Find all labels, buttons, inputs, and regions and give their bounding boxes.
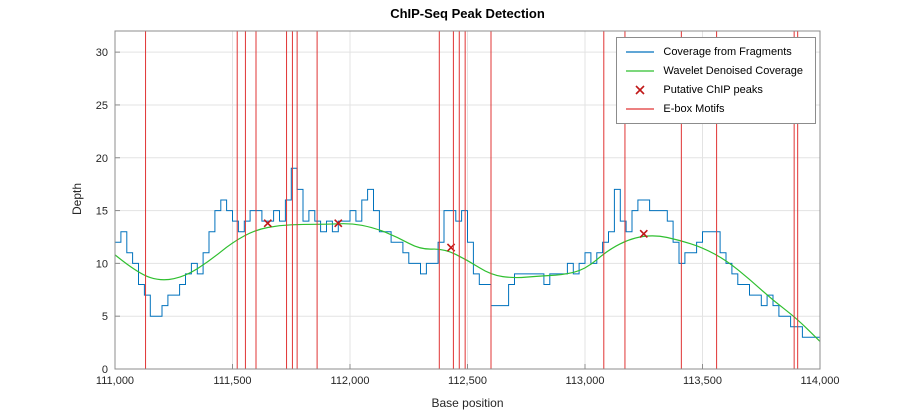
legend-label: Putative ChIP peaks	[663, 84, 763, 96]
y-tick-label: 20	[96, 153, 108, 165]
legend-label: E-box Motifs	[663, 103, 725, 115]
legend-sample-xmarkers-icon	[635, 85, 645, 95]
coverage-line	[115, 167, 820, 338]
legend-item-3: E-box Motifs	[625, 101, 803, 117]
y-tick-label: 15	[96, 206, 108, 218]
x-tick-label: 113,000	[566, 375, 605, 387]
y-tick-label: 0	[102, 364, 108, 376]
x-tick-label: 113,500	[683, 375, 722, 387]
y-tick-label: 5	[102, 311, 108, 323]
x-tick-label: 111,000	[96, 375, 134, 387]
legend-item-1: Wavelet Denoised Coverage	[625, 63, 803, 79]
legend-sample-stairs-icon	[626, 51, 655, 53]
legend-label: Coverage from Fragments	[663, 46, 792, 58]
legend-item-2: Putative ChIP peaks	[625, 82, 803, 98]
legend: Coverage from Fragments Wavelet Denoised …	[616, 37, 816, 124]
peak-marker	[639, 229, 648, 238]
legend-label: Wavelet Denoised Coverage	[663, 65, 803, 77]
denoised-line	[115, 223, 820, 342]
chart-title: ChIP-Seq Peak Detection	[390, 6, 545, 21]
peak-marker	[334, 219, 343, 228]
x-axis-label: Base position	[431, 396, 504, 410]
peak-marker	[263, 219, 272, 228]
y-tick-label: 25	[96, 100, 108, 112]
y-tick-label: 10	[96, 258, 108, 270]
x-tick-label: 112,500	[448, 375, 487, 387]
legend-sample-vlines-icon	[626, 108, 655, 110]
x-tick-label: 111,500	[213, 375, 251, 387]
legend-item-0: Coverage from Fragments	[625, 44, 803, 60]
x-tick-label: 114,000	[801, 375, 840, 387]
x-tick-label: 112,000	[331, 375, 370, 387]
y-tick-label: 30	[96, 47, 108, 59]
legend-sample-smooth-icon	[626, 70, 655, 72]
